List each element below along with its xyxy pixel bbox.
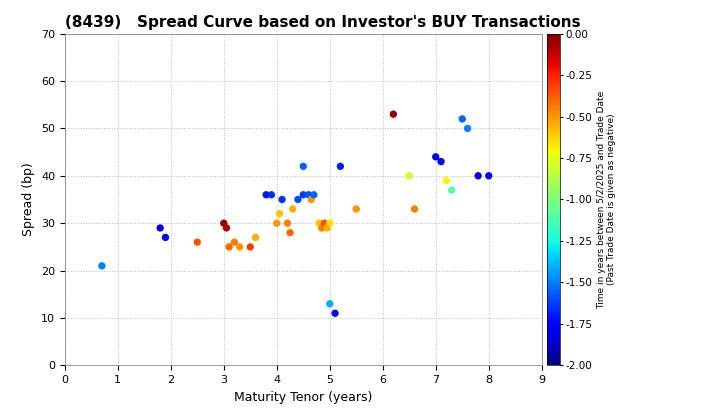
Point [446, 186, 457, 193]
Point [220, 225, 232, 231]
Point [329, 310, 341, 317]
Point [234, 244, 246, 250]
Point [430, 153, 441, 160]
Point [351, 206, 362, 213]
Point [441, 177, 452, 184]
Point [324, 220, 336, 226]
Point [313, 220, 325, 226]
Point [266, 192, 277, 198]
Point [387, 111, 399, 118]
Point [297, 192, 309, 198]
Point [287, 206, 298, 213]
Point [335, 163, 346, 170]
Text: (8439)   Spread Curve based on Investor's BUY Transactions: (8439) Spread Curve based on Investor's … [65, 15, 580, 30]
Point [472, 173, 484, 179]
Point [297, 163, 309, 170]
Point [305, 196, 317, 203]
Point [282, 220, 293, 226]
Point [324, 300, 336, 307]
Point [303, 192, 315, 198]
Point [223, 244, 235, 250]
Point [218, 220, 230, 226]
Point [462, 125, 473, 132]
Point [456, 116, 468, 122]
Point [229, 239, 240, 246]
Point [316, 225, 328, 231]
Point [284, 229, 296, 236]
Point [436, 158, 447, 165]
Point [245, 244, 256, 250]
Point [261, 192, 272, 198]
Point [403, 173, 415, 179]
Point [409, 206, 420, 213]
Y-axis label: Time in years between 5/2/2025 and Trade Date
(Past Trade Date is given as negat: Time in years between 5/2/2025 and Trade… [597, 90, 616, 309]
Point [192, 239, 203, 246]
Point [276, 196, 288, 203]
Point [308, 192, 320, 198]
Point [483, 173, 495, 179]
Point [96, 262, 108, 269]
Point [321, 225, 333, 231]
X-axis label: Maturity Tenor (years): Maturity Tenor (years) [234, 391, 372, 404]
Point [250, 234, 261, 241]
Point [271, 220, 282, 226]
Point [319, 220, 330, 226]
Point [274, 210, 285, 217]
Point [154, 225, 166, 231]
Point [292, 196, 304, 203]
Y-axis label: Spread (bp): Spread (bp) [22, 163, 35, 236]
Point [160, 234, 171, 241]
